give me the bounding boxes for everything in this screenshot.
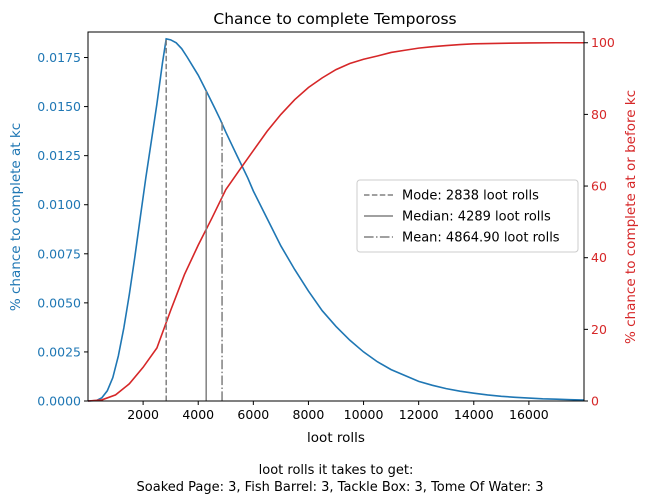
x-tick-label: 12000 bbox=[399, 407, 439, 422]
y-axis-right-label: % chance to complete at or before kc bbox=[623, 90, 639, 344]
y-left-tick-label: 0.0175 bbox=[37, 50, 81, 65]
y-axis-right: 0 20 40 60 80 100 bbox=[584, 35, 615, 409]
y-left-tick-label: 0.0125 bbox=[37, 148, 81, 163]
legend-mode-label: Mode: 2838 loot rolls bbox=[402, 189, 539, 204]
legend: Mode: 2838 loot rolls Median: 4289 loot … bbox=[356, 179, 579, 253]
y-axis-left-label: % chance to complete at kc bbox=[8, 123, 24, 311]
y-left-tick-label: 0.0000 bbox=[37, 394, 81, 409]
y-right-tick-label: 0 bbox=[591, 394, 599, 409]
x-tick-label: 2000 bbox=[127, 407, 159, 422]
legend-mean-label: Mean: 4864.90 loot rolls bbox=[402, 231, 560, 246]
vertical-markers bbox=[165, 38, 223, 401]
caption-line-1: loot rolls it takes to get: bbox=[259, 463, 414, 478]
y-axis-left: 0.0000 0.0025 0.0050 0.0075 0.0100 0.0125 0.01… bbox=[37, 50, 88, 409]
plot-lines bbox=[87, 37, 585, 402]
y-left-tick-label: 0.0100 bbox=[37, 197, 81, 212]
probability-line bbox=[87, 37, 585, 402]
y-left-tick-label: 0.0075 bbox=[37, 246, 81, 261]
x-tick-label: 6000 bbox=[237, 407, 269, 422]
y-right-tick-label: 80 bbox=[591, 107, 607, 122]
x-tick-label: 14000 bbox=[454, 407, 494, 422]
y-right-tick-label: 20 bbox=[591, 322, 607, 337]
y-right-tick-label: 100 bbox=[591, 35, 615, 50]
legend-median-label: Median: 4289 loot rolls bbox=[402, 210, 551, 225]
y-left-tick-label: 0.0050 bbox=[37, 295, 81, 310]
chart-title: Chance to complete Tempoross bbox=[213, 10, 456, 28]
y-right-tick-label: 40 bbox=[591, 250, 607, 265]
x-tick-label: 16000 bbox=[509, 407, 549, 422]
y-left-tick-label: 0.0150 bbox=[37, 99, 81, 114]
y-left-tick-label: 0.0025 bbox=[37, 344, 81, 359]
caption-line-2: Soaked Page: 3, Fish Barrel: 3, Tackle B… bbox=[137, 480, 544, 495]
legend-box bbox=[356, 179, 579, 253]
y-right-tick-label: 60 bbox=[591, 179, 607, 194]
x-axis: 2000 4000 6000 8000 10000 12000 14000 16000 bbox=[127, 401, 549, 422]
x-tick-label: 8000 bbox=[293, 407, 325, 422]
x-tick-label: 10000 bbox=[344, 407, 384, 422]
cumulative-line bbox=[87, 41, 584, 402]
x-tick-label: 4000 bbox=[182, 407, 214, 422]
plot-frame bbox=[87, 31, 585, 402]
x-axis-label: loot rolls bbox=[307, 430, 365, 446]
